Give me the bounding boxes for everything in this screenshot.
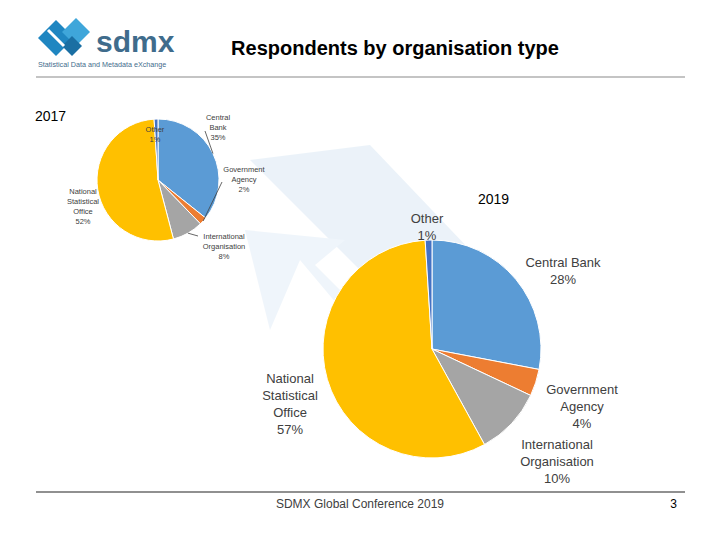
slice-category-label: Government Agency [546, 382, 618, 414]
chart-title: 2017 [35, 108, 66, 124]
label-line: Central Bank [525, 255, 601, 270]
leader-line [188, 233, 198, 236]
logo-text: sdmx [96, 25, 175, 58]
slice-value-label: 52% [75, 217, 90, 226]
slice-value-label: 2% [239, 185, 250, 194]
slice-category-label: GovernmentAgency [223, 165, 265, 184]
label-line: Government [546, 382, 618, 397]
slice-category-label: Other [146, 125, 165, 134]
background [0, 0, 720, 540]
label-line: Organisation [520, 454, 594, 469]
label-line: International [521, 437, 593, 452]
label-line: Other [411, 211, 444, 226]
label-line: Agency [231, 175, 256, 184]
footer-text: SDMX Global Conference 2019 [276, 497, 444, 511]
slice-category-label: International Organisation [520, 437, 594, 469]
logo-diamond [62, 36, 82, 56]
pie-slice [425, 240, 432, 349]
title: Respondents by organisation type [231, 37, 559, 59]
logo-subtitle: Statistical Data and Metadata eXchange [38, 60, 166, 69]
slice-category-label: InternationalOrganisation [203, 232, 246, 251]
slice-value-label: 10% [544, 471, 570, 486]
footer-rule [36, 491, 685, 493]
label-line: Statistical [262, 388, 318, 403]
label-line: Office [273, 405, 307, 420]
logo: sdmx Statistical Data and Metadata eXchan… [38, 18, 175, 69]
slice-value-label: 4% [573, 416, 592, 431]
chart-title: 2019 [478, 191, 509, 207]
pie-slice [97, 119, 173, 241]
logo-stroke [48, 30, 64, 46]
label-line: International [203, 232, 245, 241]
label-line: Office [73, 207, 92, 216]
leader-line [205, 131, 213, 154]
slice-category-label: Central Bank [525, 255, 601, 270]
slice-value-label: 8% [219, 252, 230, 261]
label-line: National [69, 187, 97, 196]
slice-value-label: 28% [550, 272, 576, 287]
slice-category-label: NationalStatisticalOffice [67, 187, 99, 216]
slice-category-label: National Statistical Office [262, 371, 318, 420]
pie-chart: 2017 CentralBank35% GovernmentAgency2% Inte… [35, 108, 266, 261]
pie-slice [323, 240, 485, 458]
label-line: Other [146, 125, 165, 134]
label-line: Government [223, 165, 265, 174]
label-line: Central [206, 113, 231, 122]
slice-category-label: Other [411, 211, 444, 226]
leader-line [203, 182, 222, 221]
pie-chart: 2019 Central Bank 28% Government Agency 4% Int… [262, 191, 618, 486]
page: sdmx Statistical Data and Metadata eXchan… [0, 0, 720, 540]
label-line: Bank [209, 123, 226, 132]
label-line: Statistical [67, 197, 99, 206]
slice-value-label: 1% [150, 135, 161, 144]
label-line: Agency [560, 399, 604, 414]
slice-category-label: CentralBank [206, 113, 231, 132]
page-number: 3 [670, 497, 677, 511]
slice-value-label: 1% [418, 228, 437, 243]
label-line: National [266, 371, 314, 386]
slice-value-label: 35% [210, 133, 225, 142]
header-rule [36, 76, 685, 78]
slice-value-label: 57% [277, 422, 303, 437]
label-line: Organisation [203, 242, 246, 251]
